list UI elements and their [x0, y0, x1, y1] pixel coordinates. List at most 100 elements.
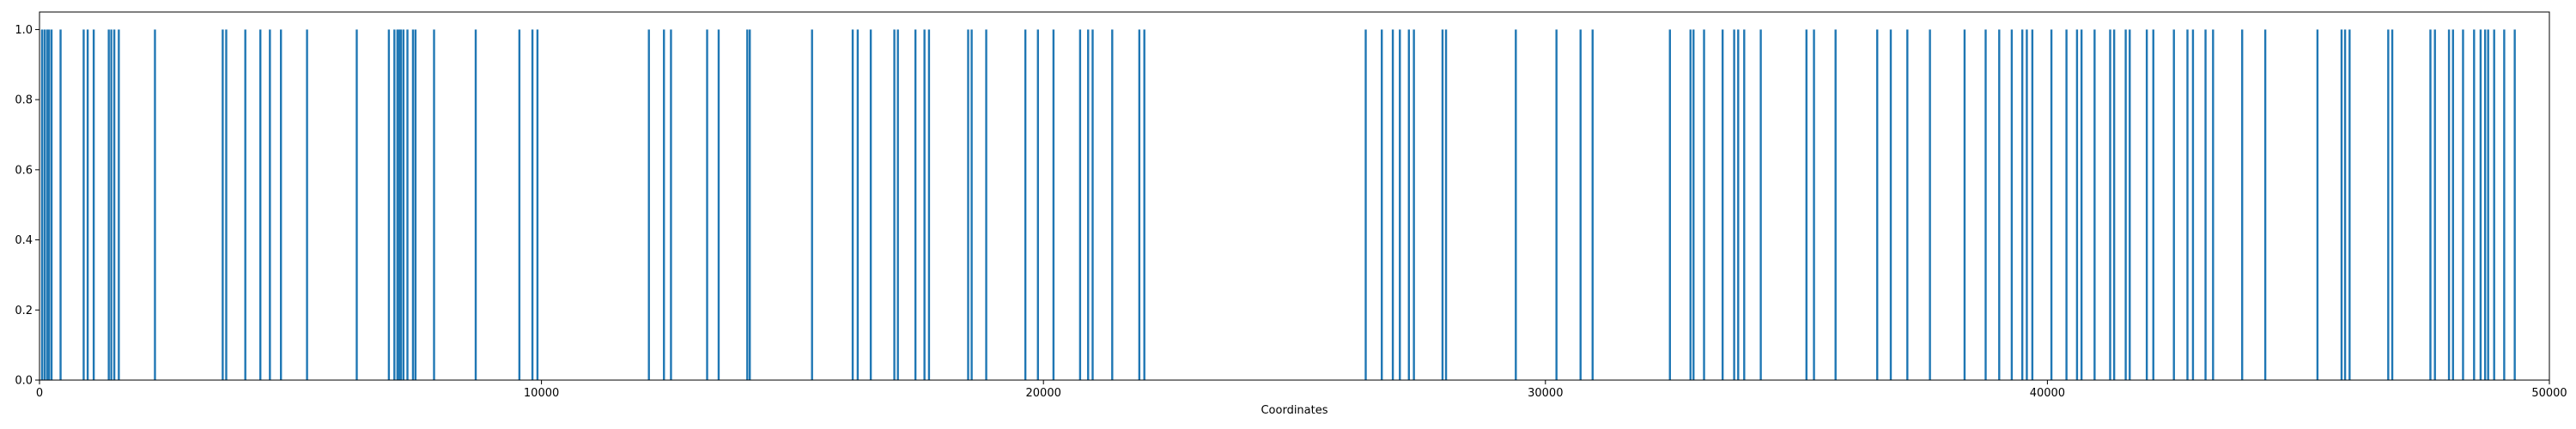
bar-65: [1381, 29, 1383, 381]
bar-8: [92, 29, 95, 381]
bar-129: [2479, 29, 2482, 381]
bar-64: [1364, 29, 1367, 381]
bar-89: [1889, 29, 1893, 381]
bar-76: [1668, 29, 1671, 381]
bar-112: [2191, 29, 2195, 381]
bar-68: [1407, 29, 1410, 381]
bar-24: [396, 29, 399, 381]
bar-44: [851, 29, 854, 381]
bar-51: [927, 29, 931, 381]
bar-126: [2451, 29, 2454, 381]
bar-34: [531, 29, 534, 381]
bar-100: [2065, 29, 2068, 381]
bar-27: [402, 29, 405, 381]
bar-17: [259, 29, 262, 381]
bar-13: [154, 29, 156, 381]
bar-41: [746, 29, 749, 381]
bar-77: [1689, 29, 1692, 381]
bar-107: [2129, 29, 2131, 381]
bar-75: [1591, 29, 1594, 381]
bar-103: [2093, 29, 2096, 381]
bar-127: [2462, 29, 2464, 381]
bar-78: [1692, 29, 1695, 381]
bar-32: [474, 29, 477, 381]
bar-47: [893, 29, 896, 381]
bar-93: [1984, 29, 1987, 381]
bar-3: [47, 29, 51, 381]
x-axis-label: Coordinates: [1261, 404, 1327, 417]
bar-102: [2080, 29, 2083, 381]
bar-60: [1091, 29, 1094, 381]
bar-94: [1998, 29, 2001, 381]
bar-22: [387, 29, 391, 381]
bar-116: [2263, 29, 2267, 381]
bar-125: [2447, 29, 2451, 381]
bar-106: [2124, 29, 2127, 381]
bar-96: [2020, 29, 2024, 381]
bar-82: [1737, 29, 1740, 381]
bar-81: [1733, 29, 1735, 381]
bar-5: [59, 29, 62, 381]
x-tick-label: 0: [36, 387, 43, 400]
bar-16: [244, 29, 246, 381]
bar-49: [914, 29, 917, 381]
bar-133: [2503, 29, 2506, 381]
bar-54: [985, 29, 987, 381]
bar-120: [2348, 29, 2351, 381]
bar-30: [414, 29, 417, 381]
bar-4: [50, 29, 53, 381]
bar-50: [923, 29, 926, 381]
bar-59: [1087, 29, 1090, 381]
bar-67: [1399, 29, 1401, 381]
bar-110: [2172, 29, 2175, 381]
bar-15: [225, 29, 228, 381]
bar-35: [536, 29, 539, 381]
y-tick-label: 0.0: [15, 375, 33, 388]
plot-area: [39, 12, 2549, 380]
bar-132: [2493, 29, 2495, 381]
x-tick-label: 10000: [524, 387, 559, 400]
bar-117: [2316, 29, 2319, 381]
bar-108: [2145, 29, 2148, 381]
bar-80: [1721, 29, 1724, 381]
bar-46: [869, 29, 872, 381]
bar-101: [2075, 29, 2079, 381]
bar-105: [2112, 29, 2116, 381]
bar-21: [355, 29, 358, 381]
bar-83: [1743, 29, 1746, 381]
bar-66: [1391, 29, 1394, 381]
bar-91: [1929, 29, 1931, 381]
bar-7: [86, 29, 89, 381]
bar-128: [2473, 29, 2476, 381]
bar-115: [2241, 29, 2244, 381]
bar-12: [118, 29, 120, 381]
bar-58: [1078, 29, 1082, 381]
bar-99: [2050, 29, 2053, 381]
x-tick-label: 30000: [1528, 387, 1563, 400]
y-axis-ticks: 0.0 0.2 0.4 0.6 0.8 1.0: [15, 24, 39, 388]
bar-11: [112, 29, 116, 381]
bar-95: [2010, 29, 2014, 381]
bar-61: [1111, 29, 1114, 381]
bar-98: [2031, 29, 2034, 381]
bar-131: [2487, 29, 2489, 381]
bar-123: [2429, 29, 2432, 381]
bar-9: [107, 29, 110, 381]
x-tick-label: 20000: [1026, 387, 1061, 400]
bar-134: [2513, 29, 2516, 381]
bar-33: [518, 29, 521, 381]
x-axis-ticks: 0 10000 20000 30000 40000 50000: [36, 380, 2567, 400]
bar-121: [2387, 29, 2390, 381]
bar-29: [411, 29, 415, 381]
bar-26: [399, 29, 403, 381]
bar-1: [43, 29, 46, 381]
bar-38: [670, 29, 672, 381]
y-tick-label: 0.2: [15, 305, 33, 317]
bar-0: [40, 29, 44, 381]
bar-90: [1906, 29, 1909, 381]
bar-40: [717, 29, 720, 381]
bar-114: [2212, 29, 2215, 381]
y-tick-label: 0.4: [15, 234, 33, 247]
bar-124: [2433, 29, 2436, 381]
bar-72: [1515, 29, 1517, 381]
